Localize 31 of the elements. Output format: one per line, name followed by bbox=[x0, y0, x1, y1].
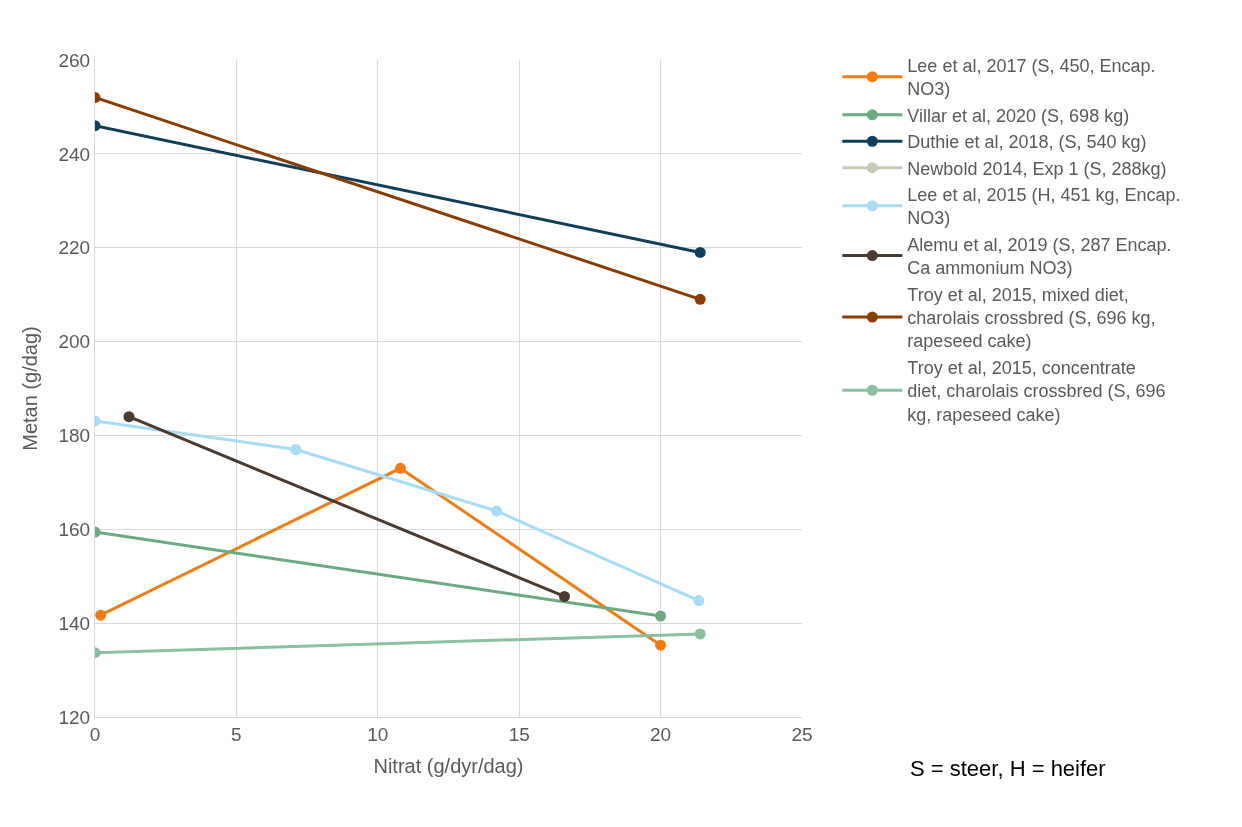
point bbox=[655, 639, 667, 651]
y-axis-title: Metan (g/dag) bbox=[19, 326, 41, 451]
point bbox=[693, 595, 705, 607]
x-axis-title: Nitrat (g/dyr/dag) bbox=[373, 755, 524, 778]
legend-label: Troy et al, 2015, mixed diet, charolais crossbred (S, 696 kg, rapeseed cake) bbox=[907, 284, 1156, 352]
y-tick-label: 140 bbox=[58, 612, 91, 634]
point bbox=[290, 444, 302, 456]
legend-label: Duthie et al, 2018, (S, 540 kg) bbox=[907, 132, 1147, 153]
x-tick-label: 15 bbox=[508, 723, 530, 745]
x-tick-label: 10 bbox=[367, 723, 389, 745]
y-tick-label: 120 bbox=[58, 706, 91, 728]
x-tick-label: 25 bbox=[791, 723, 813, 745]
point bbox=[558, 590, 570, 602]
x-tick-label: 5 bbox=[231, 723, 242, 745]
point bbox=[491, 505, 503, 517]
text: S = steer, H = heifer bbox=[910, 756, 1106, 781]
y-tick-label: 220 bbox=[58, 237, 91, 259]
legend-label: Troy et al, 2015, concentrate diet, charolais crossbred (S, 696 kg, rapeseed cake) bbox=[907, 357, 1166, 425]
y-tick-label: 160 bbox=[58, 518, 91, 540]
y-tick-label: 180 bbox=[58, 425, 91, 447]
x-tick-label: 0 bbox=[89, 723, 101, 745]
legend-label: Alemu et al, 2019 (S, 287 Encap. Ca ammonium NO3) bbox=[907, 234, 1172, 279]
y-tick-label: 240 bbox=[58, 143, 91, 165]
legend-label: Lee et al, 2015 (H, 451 kg, Encap. NO3) bbox=[907, 185, 1181, 229]
legend-label: Newbold 2014, Exp 1 (S, 288kg) bbox=[907, 158, 1167, 179]
y-tick-label: 200 bbox=[58, 331, 91, 353]
y-tick-label: 260 bbox=[58, 49, 91, 71]
x-tick-label: 20 bbox=[650, 723, 672, 745]
legend-label: Lee et al, 2017 (S, 450, Encap. NO3) bbox=[907, 56, 1156, 100]
point bbox=[394, 462, 406, 474]
legend-label: Villar et al, 2020 (S, 698 kg) bbox=[907, 105, 1130, 126]
